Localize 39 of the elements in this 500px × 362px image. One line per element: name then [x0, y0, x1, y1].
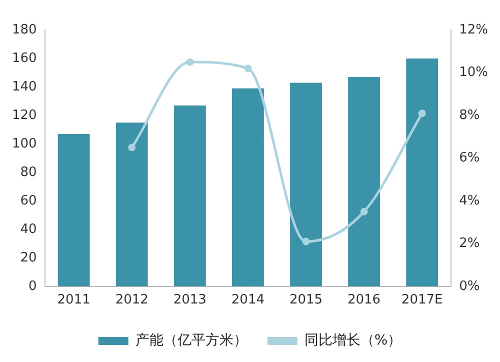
bar — [58, 134, 90, 286]
y2-tick-label: 0% — [459, 278, 480, 294]
y2-tick-label: 10% — [459, 65, 488, 80]
y-tick-label: 180 — [12, 22, 37, 38]
x-tick-label: 2016 — [347, 292, 381, 308]
x-tick-label: 2015 — [289, 292, 323, 308]
bar — [406, 58, 438, 286]
x-tick-label: 2011 — [57, 292, 90, 308]
bar — [174, 105, 206, 286]
point — [418, 110, 426, 118]
x-tick-label: 2012 — [115, 292, 148, 308]
point — [302, 238, 310, 246]
point — [128, 144, 136, 152]
point — [186, 58, 194, 66]
y2-tick-label: 6% — [459, 150, 480, 166]
x-tick-label: 2017E — [401, 292, 443, 308]
legend-label: 产能（亿平方米） — [135, 332, 248, 349]
legend-label: 同比增长（%） — [304, 332, 402, 349]
bar — [348, 77, 380, 286]
y-tick-label: 140 — [12, 79, 37, 94]
y2-tick-label: 12% — [459, 22, 488, 38]
y-tick-label: 40 — [20, 222, 37, 237]
y2-tick-label: 4% — [459, 193, 480, 208]
x-tick-label: 2013 — [173, 292, 206, 308]
x-tick-label: 2014 — [231, 292, 265, 308]
point — [360, 208, 368, 216]
y-tick-label: 20 — [20, 250, 37, 266]
bar — [232, 88, 264, 286]
y-tick-label: 60 — [20, 193, 37, 208]
y-tick-label: 0 — [28, 278, 37, 294]
bar — [290, 82, 322, 286]
point — [244, 64, 252, 72]
y-tick-label: 120 — [12, 108, 37, 123]
bar — [116, 122, 148, 286]
y-tick-label: 100 — [12, 136, 37, 152]
y2-tick-label: 8% — [459, 108, 480, 123]
y-tick-label: 160 — [12, 50, 37, 66]
y-tick-label: 80 — [20, 164, 37, 180]
y2-tick-label: 2% — [459, 236, 480, 252]
